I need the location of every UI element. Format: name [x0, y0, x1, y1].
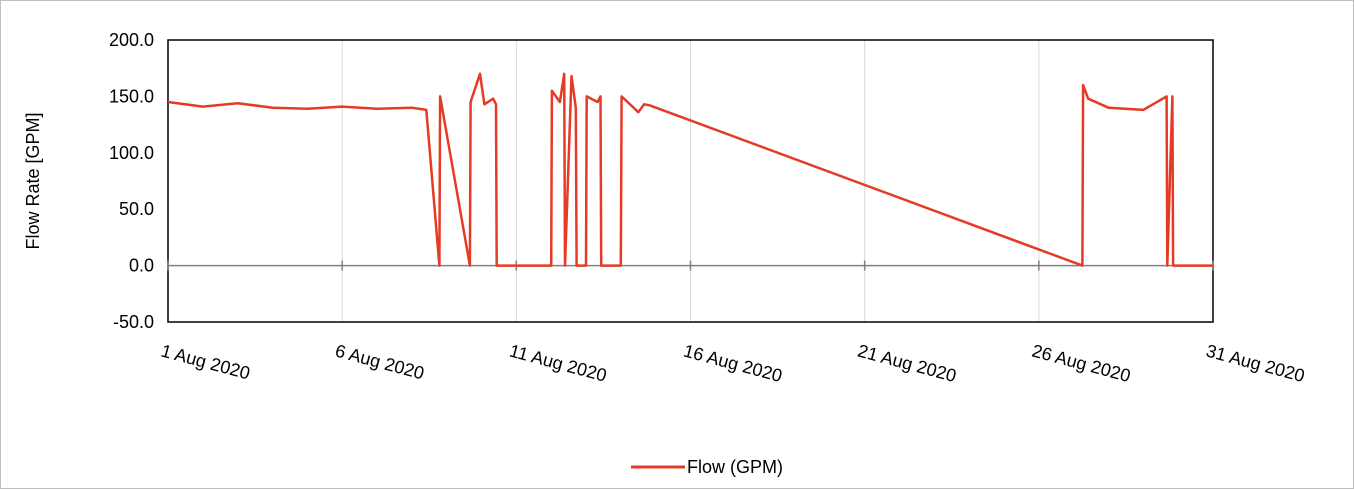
x-tick-labels: 1 Aug 2020 6 Aug 2020 11 Aug 2020 16 Aug 20…: [159, 341, 1307, 386]
x-tick-label: 6 Aug 2020: [333, 341, 426, 384]
y-tick-label: -50.0: [113, 312, 154, 332]
legend: Flow (GPM): [631, 457, 783, 477]
legend-label-flow: Flow (GPM): [687, 457, 783, 477]
x-tick-label: 21 Aug 2020: [856, 341, 959, 386]
x-tick-label: 26 Aug 2020: [1030, 341, 1133, 386]
x-tick-label: 1 Aug 2020: [159, 341, 252, 384]
axes: [167, 260, 1214, 271]
y-tick-label: 200.0: [109, 30, 154, 50]
series-layer: [167, 72, 1213, 267]
y-tick-label: 150.0: [109, 86, 154, 106]
grid-lines: [341, 40, 1040, 322]
y-axis-title: Flow Rate [GPM]: [23, 112, 43, 249]
x-tick-label: 31 Aug 2020: [1204, 341, 1307, 386]
y-tick-labels: -50.0 0.0 50.0 100.0 150.0 200.0: [109, 30, 154, 332]
y-tick-label: 50.0: [119, 199, 154, 219]
y-tick-label: 0.0: [129, 256, 154, 276]
x-tick-label: 16 Aug 2020: [681, 341, 784, 386]
y-tick-label: 100.0: [109, 143, 154, 163]
plot-border: [167, 39, 1214, 323]
x-tick-label: 11 Aug 2020: [507, 341, 609, 386]
series-line-flow: [167, 72, 1213, 267]
